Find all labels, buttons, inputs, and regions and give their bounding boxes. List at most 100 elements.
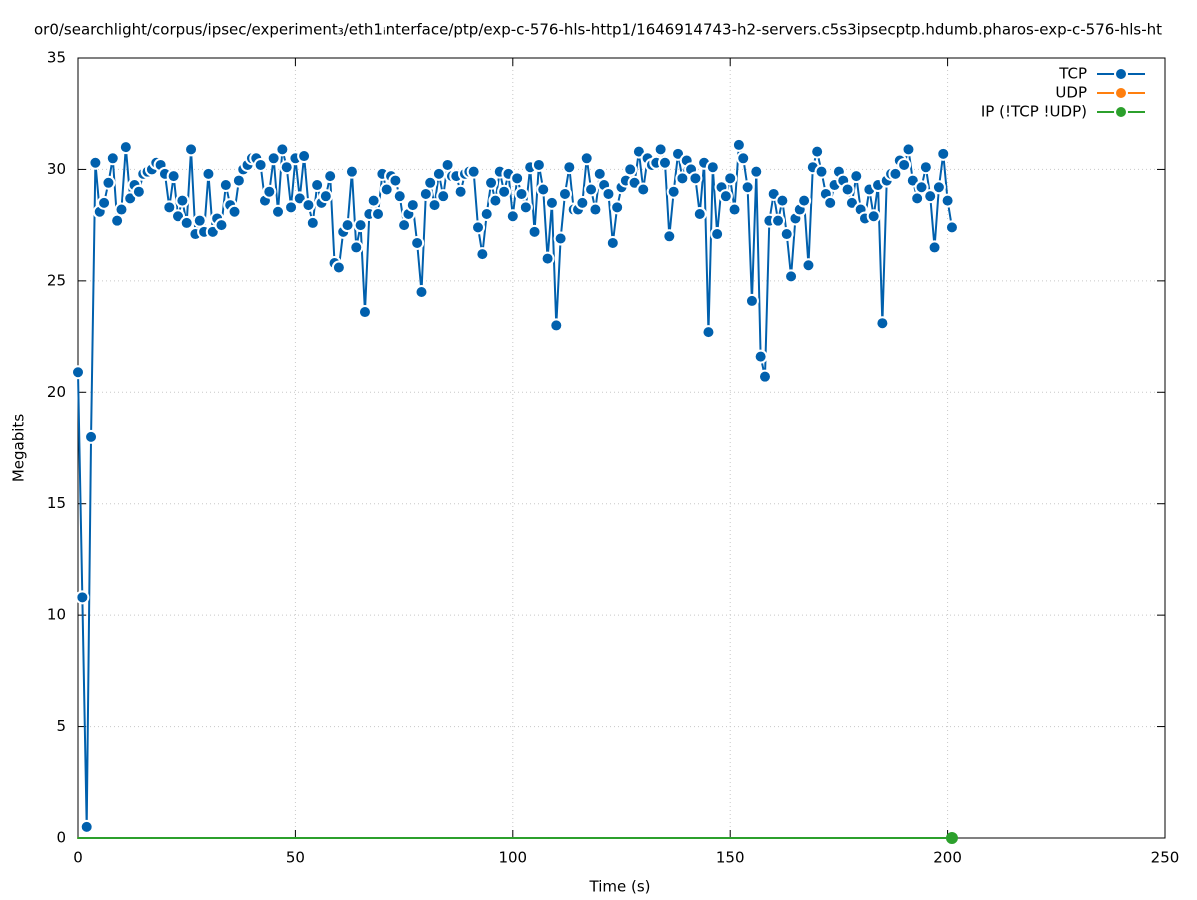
data-point <box>901 142 916 157</box>
data-point <box>411 837 414 839</box>
data-point <box>163 837 166 839</box>
data-point <box>759 837 762 839</box>
data-point <box>703 837 706 839</box>
data-point <box>114 202 129 217</box>
data-point <box>677 837 680 839</box>
data-point <box>542 837 545 839</box>
data-point <box>120 837 123 839</box>
data-point <box>807 837 810 839</box>
data-point <box>285 837 288 839</box>
data-point <box>394 837 397 839</box>
data-point <box>190 837 193 839</box>
x-tick-label: 250 <box>1151 849 1180 867</box>
data-point <box>729 837 732 839</box>
data-point <box>611 837 614 839</box>
data-point <box>918 160 933 175</box>
data-point <box>790 837 793 839</box>
data-point <box>859 837 862 839</box>
data-point <box>497 184 512 199</box>
data-point <box>344 164 359 179</box>
data-point <box>272 837 275 839</box>
data-point <box>701 325 716 340</box>
data-point <box>888 166 903 181</box>
data-point <box>866 209 881 224</box>
data-point <box>342 837 345 839</box>
data-point <box>81 837 84 839</box>
data-point <box>471 220 486 235</box>
data-point <box>594 837 597 839</box>
data-point <box>798 837 801 839</box>
data-point <box>177 837 180 839</box>
x-axis-label: Time (s) <box>589 878 651 896</box>
data-point <box>881 837 884 839</box>
data-point <box>477 837 480 839</box>
data-point <box>575 195 590 210</box>
data-point <box>536 182 551 197</box>
data-point <box>263 837 266 839</box>
y-tick-label: 15 <box>47 494 66 512</box>
data-point <box>105 151 120 166</box>
data-point <box>349 240 364 255</box>
data-point <box>601 186 616 201</box>
y-tick-label: 0 <box>56 829 66 847</box>
data-point <box>562 160 577 175</box>
data-point <box>329 837 332 839</box>
data-point <box>372 837 375 839</box>
legend-label: UDP <box>1055 84 1087 102</box>
data-point <box>746 837 749 839</box>
data-point <box>755 837 758 839</box>
data-point <box>224 837 227 839</box>
data-point <box>524 837 527 839</box>
data-point <box>672 837 675 839</box>
data-point <box>455 837 458 839</box>
data-point <box>366 193 381 208</box>
data-point <box>259 837 262 839</box>
data-point <box>346 837 349 839</box>
data-point <box>885 837 888 839</box>
data-point <box>936 146 951 161</box>
data-point <box>90 837 93 839</box>
data-point <box>301 198 316 213</box>
data-point <box>262 184 277 199</box>
data-point <box>490 837 493 839</box>
data-point <box>731 137 746 152</box>
data-point <box>911 837 914 839</box>
data-point <box>637 837 640 839</box>
data-point <box>829 837 832 839</box>
data-point <box>945 832 958 844</box>
data-point <box>801 258 816 273</box>
data-point <box>424 837 427 839</box>
data-point <box>707 837 710 839</box>
data-point <box>920 837 923 839</box>
data-point <box>546 837 549 839</box>
x-tick-label: 200 <box>933 849 962 867</box>
data-point <box>624 837 627 839</box>
chart-title: or0/searchlight/corpus/ipsec/experiment₃… <box>34 21 1162 39</box>
data-point <box>475 247 490 262</box>
data-point <box>803 837 806 839</box>
data-point <box>744 293 759 308</box>
data-point <box>753 349 768 364</box>
data-point <box>166 169 181 184</box>
data-point <box>207 837 210 839</box>
data-point <box>550 837 553 839</box>
data-point <box>794 837 797 839</box>
data-point <box>379 182 394 197</box>
data-point <box>350 837 353 839</box>
data-point <box>629 837 632 839</box>
data-point <box>472 837 475 839</box>
y-tick-label: 35 <box>47 49 66 67</box>
data-point <box>111 837 114 839</box>
data-point <box>875 316 890 331</box>
data-point <box>623 162 638 177</box>
data-point <box>503 837 506 839</box>
data-point <box>588 202 603 217</box>
data-point <box>650 837 653 839</box>
data-point <box>310 178 325 193</box>
data-point <box>184 142 199 157</box>
data-point <box>297 149 312 164</box>
data-point <box>736 151 751 166</box>
data-point <box>185 837 188 839</box>
data-point <box>544 195 559 210</box>
data-point <box>484 175 499 190</box>
